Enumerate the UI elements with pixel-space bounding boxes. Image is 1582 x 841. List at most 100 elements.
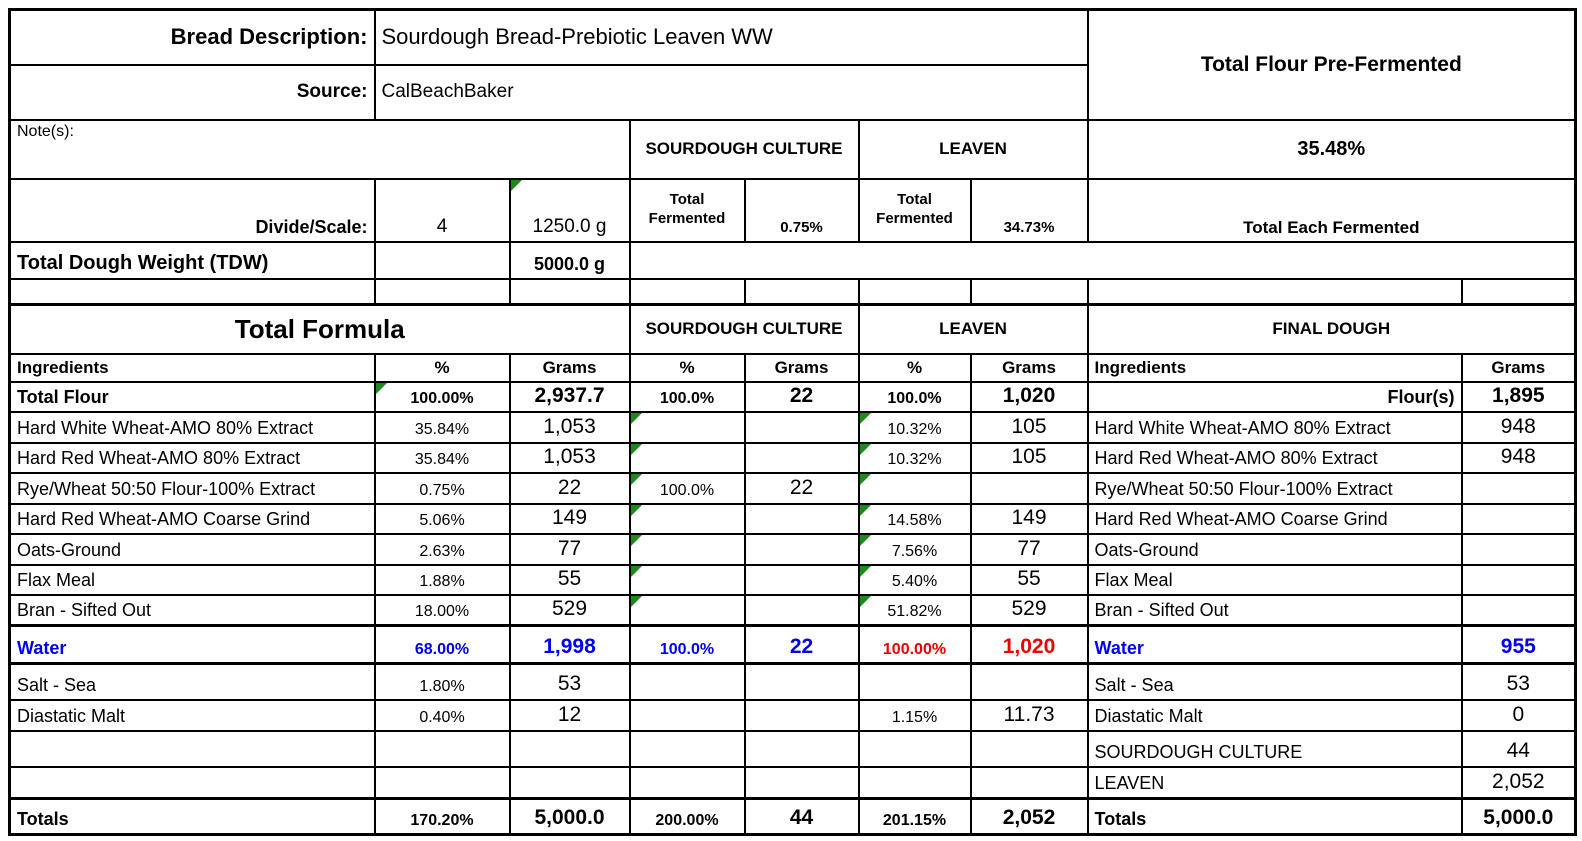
- fd-grams-r10[interactable]: 53: [1460, 662, 1577, 701]
- tf-ingredient-r7[interactable]: Flax Meal: [8, 563, 376, 596]
- fd-grams-r9[interactable]: 955: [1460, 624, 1577, 665]
- sc-percent-r12[interactable]: [628, 729, 746, 768]
- lv-grams-r5[interactable]: 149: [969, 502, 1089, 535]
- sc-percent-r3[interactable]: [628, 441, 746, 474]
- lv-percent-r5[interactable]: 14.58%: [857, 502, 972, 535]
- tf-grams-r10[interactable]: 53: [508, 662, 631, 701]
- empty-cell[interactable]: [857, 277, 972, 306]
- lv-percent-r11[interactable]: 1.15%: [857, 698, 972, 732]
- sc-percent-r4[interactable]: 100.0%: [628, 471, 746, 505]
- total-flour-prefermented-value[interactable]: 35.48%: [1086, 118, 1577, 180]
- empty-cell[interactable]: [373, 277, 511, 306]
- bread-description-label[interactable]: Bread Description:: [8, 8, 376, 66]
- lv-grams-r10[interactable]: [969, 662, 1089, 701]
- fd-ingredient-r8[interactable]: Bran - Sifted Out: [1086, 593, 1463, 627]
- fd-grams-r13[interactable]: 2,052: [1460, 765, 1577, 800]
- tf-percent-r8[interactable]: 18.00%: [373, 593, 511, 627]
- tf-ingredient-r6[interactable]: Oats-Ground: [8, 532, 376, 566]
- lv-grams-r3[interactable]: 105: [969, 441, 1089, 474]
- divide-scale-label[interactable]: Divide/Scale:: [8, 177, 376, 243]
- tf-grams-r9[interactable]: 1,998: [508, 624, 631, 665]
- tf-ingredient-r4[interactable]: Rye/Wheat 50:50 Flour-100% Extract: [8, 471, 376, 505]
- tf-ingredient-r9[interactable]: Water: [8, 624, 376, 665]
- sc-percent-r8[interactable]: [628, 593, 746, 627]
- sc-grams-r7[interactable]: [743, 563, 860, 596]
- lv-grams-r12[interactable]: [969, 729, 1089, 768]
- sc-grams-r1[interactable]: 22: [743, 380, 860, 413]
- total-formula-header[interactable]: Total Formula: [8, 303, 631, 355]
- col-header-sc-percent[interactable]: %: [628, 352, 746, 383]
- sourdough-culture-section-header[interactable]: SOURDOUGH CULTURE: [628, 303, 860, 355]
- sc-percent-r11[interactable]: [628, 698, 746, 732]
- lv-grams-r4[interactable]: [969, 471, 1089, 505]
- col-header-sc-grams[interactable]: Grams: [743, 352, 860, 383]
- tf-percent-r4[interactable]: 0.75%: [373, 471, 511, 505]
- bread-description-value[interactable]: Sourdough Bread-Prebiotic Leaven WW: [373, 8, 1089, 66]
- tf-grams-r13[interactable]: [508, 765, 631, 800]
- tf-grams-r7[interactable]: 55: [508, 563, 631, 596]
- empty-cell[interactable]: [1460, 277, 1577, 306]
- tf-percent-r11[interactable]: 0.40%: [373, 698, 511, 732]
- lv-percent-r8[interactable]: 51.82%: [857, 593, 972, 627]
- sc-percent-r7[interactable]: [628, 563, 746, 596]
- lv-percent-r2[interactable]: 10.32%: [857, 410, 972, 444]
- tf-percent-r5[interactable]: 5.06%: [373, 502, 511, 535]
- tf-percent-r3[interactable]: 35.84%: [373, 441, 511, 474]
- empty-cell[interactable]: [1086, 277, 1463, 306]
- col-header-fd-ingredients[interactable]: Ingredients: [1086, 352, 1463, 383]
- fd-ingredient-r11[interactable]: Diastatic Malt: [1086, 698, 1463, 732]
- sc-percent-r5[interactable]: [628, 502, 746, 535]
- fd-grams-r8[interactable]: [1460, 593, 1577, 627]
- fd-ingredient-r6[interactable]: Oats-Ground: [1086, 532, 1463, 566]
- sc-grams-r4[interactable]: 22: [743, 471, 860, 505]
- tf-ingredient-r14[interactable]: Totals: [8, 797, 376, 836]
- tdw-label[interactable]: Total Dough Weight (TDW): [8, 240, 376, 280]
- lv-percent-r13[interactable]: [857, 765, 972, 800]
- fd-ingredient-r2[interactable]: Hard White Wheat-AMO 80% Extract: [1086, 410, 1463, 444]
- tf-percent-r1[interactable]: 100.00%: [373, 380, 511, 413]
- tf-ingredient-r11[interactable]: Diastatic Malt: [8, 698, 376, 732]
- leaven-total-fermented-label[interactable]: Total Fermented: [857, 177, 972, 243]
- fd-grams-r11[interactable]: 0: [1460, 698, 1577, 732]
- col-header-tf-grams[interactable]: Grams: [508, 352, 631, 383]
- tf-percent-r2[interactable]: 35.84%: [373, 410, 511, 444]
- col-header-lv-grams[interactable]: Grams: [969, 352, 1089, 383]
- sc-grams-r9[interactable]: 22: [743, 624, 860, 665]
- leaven-section-header[interactable]: LEAVEN: [857, 303, 1089, 355]
- fd-ingredient-r10[interactable]: Salt - Sea: [1086, 662, 1463, 701]
- tf-grams-r3[interactable]: 1,053: [508, 441, 631, 474]
- sc-grams-r12[interactable]: [743, 729, 860, 768]
- divide-scale-weight[interactable]: 1250.0 g: [508, 177, 631, 243]
- sc-total-fermented-value[interactable]: 0.75%: [743, 177, 860, 243]
- sc-grams-r2[interactable]: [743, 410, 860, 444]
- lv-percent-r10[interactable]: [857, 662, 972, 701]
- total-flour-prefermented-header[interactable]: Total Flour Pre-Fermented: [1086, 8, 1577, 121]
- tf-grams-r6[interactable]: 77: [508, 532, 631, 566]
- tf-percent-r13[interactable]: [373, 765, 511, 800]
- empty-cell[interactable]: [8, 277, 376, 306]
- sc-total-fermented-label[interactable]: Total Fermented: [628, 177, 746, 243]
- tf-grams-r8[interactable]: 529: [508, 593, 631, 627]
- lv-grams-r14[interactable]: 2,052: [969, 797, 1089, 836]
- tf-percent-r12[interactable]: [373, 729, 511, 768]
- tf-grams-r1[interactable]: 2,937.7: [508, 380, 631, 413]
- fd-grams-r1[interactable]: 1,895: [1460, 380, 1577, 413]
- tf-ingredient-r10[interactable]: Salt - Sea: [8, 662, 376, 701]
- fd-ingredient-r4[interactable]: Rye/Wheat 50:50 Flour-100% Extract: [1086, 471, 1463, 505]
- tf-percent-r6[interactable]: 2.63%: [373, 532, 511, 566]
- fd-ingredient-r1[interactable]: Flour(s): [1086, 380, 1463, 413]
- tf-percent-r14[interactable]: 170.20%: [373, 797, 511, 836]
- lv-percent-r7[interactable]: 5.40%: [857, 563, 972, 596]
- sc-percent-r9[interactable]: 100.0%: [628, 624, 746, 665]
- total-each-fermented-label[interactable]: Total Each Fermented: [1086, 177, 1577, 243]
- tf-percent-r10[interactable]: 1.80%: [373, 662, 511, 701]
- tf-percent-r7[interactable]: 1.88%: [373, 563, 511, 596]
- col-header-lv-percent[interactable]: %: [857, 352, 972, 383]
- tf-ingredient-r12[interactable]: [8, 729, 376, 768]
- sc-percent-r1[interactable]: 100.0%: [628, 380, 746, 413]
- final-dough-section-header[interactable]: FINAL DOUGH: [1086, 303, 1577, 355]
- tf-ingredient-r5[interactable]: Hard Red Wheat-AMO Coarse Grind: [8, 502, 376, 535]
- lv-percent-r3[interactable]: 10.32%: [857, 441, 972, 474]
- col-header-ingredients[interactable]: Ingredients: [8, 352, 376, 383]
- leaven-header[interactable]: LEAVEN: [857, 118, 1089, 180]
